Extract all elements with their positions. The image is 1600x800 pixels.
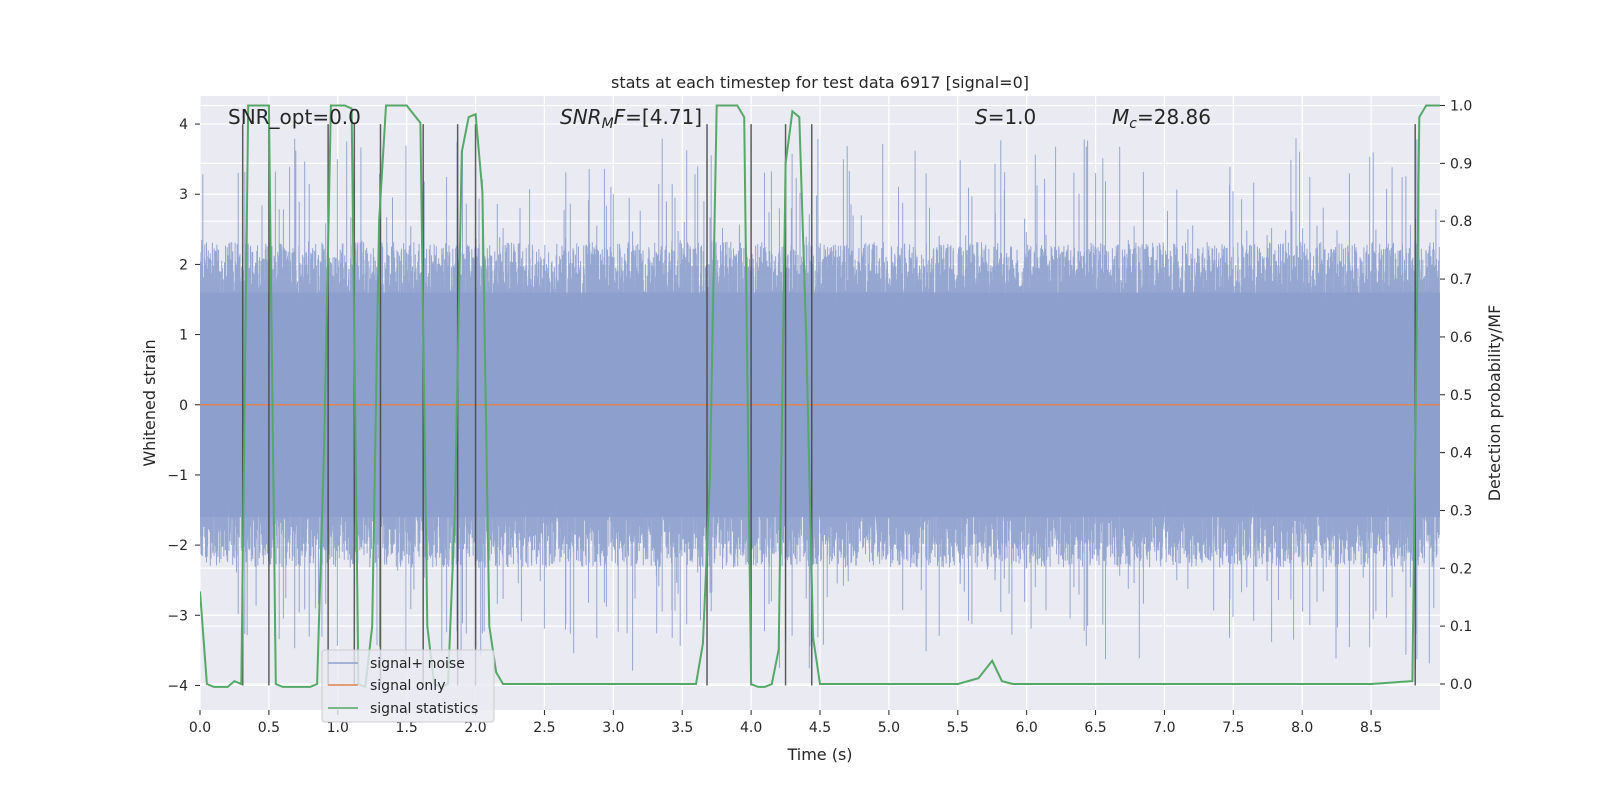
y2-tick-label: 0.0 xyxy=(1450,677,1472,693)
y2-tick-label: 0.7 xyxy=(1450,272,1472,288)
y2-axis-ticks: 0.0 0.1 0.2 0.3 0.4 0.5 0.6 0.7 0.8 0.9 1.0 xyxy=(1440,99,1472,693)
y-tick-label: −1 xyxy=(167,468,188,484)
signal-statistics-line xyxy=(200,104,1440,689)
x-tick-label: 0.5 xyxy=(258,720,280,736)
x-tick-label: 7.0 xyxy=(1153,720,1175,736)
annotation-snr-opt: SNR_opt=0.0 xyxy=(228,105,361,129)
x-axis-label: Time (s) xyxy=(786,745,852,764)
y2-tick-label: 0.2 xyxy=(1450,561,1472,577)
annotation-mc: Mc=28.86 xyxy=(1112,105,1211,132)
x-tick-label: 8.0 xyxy=(1291,720,1313,736)
y2-tick-label: 0.5 xyxy=(1450,388,1472,404)
x-tick-label: 8.5 xyxy=(1360,720,1382,736)
legend: signal+ noise signal only signal statist… xyxy=(321,649,495,723)
y-tick-label: −4 xyxy=(167,678,188,694)
x-axis-ticks: 0.0 0.5 1.0 1.5 2.0 2.5 3.0 3.5 4.0 4.5 5.0 5.5 6.0 6… xyxy=(189,710,1382,736)
x-tick-label: 6.5 xyxy=(1084,720,1106,736)
x-tick-label: 3.5 xyxy=(671,720,693,736)
y2-tick-label: 1.0 xyxy=(1450,99,1472,115)
y-tick-label: −3 xyxy=(167,608,188,624)
annotation-s-stat: S=1.0 xyxy=(975,105,1036,129)
x-tick-label: 1.5 xyxy=(396,720,418,736)
y-tick-label: −2 xyxy=(167,538,188,554)
x-tick-label: 2.0 xyxy=(464,720,486,736)
x-tick-label: 4.0 xyxy=(740,720,762,736)
chart-title: stats at each timestep for test data 691… xyxy=(611,73,1029,92)
signal-statistics-series xyxy=(200,104,1440,689)
x-tick-label: 3.0 xyxy=(602,720,624,736)
x-tick-label: 4.5 xyxy=(809,720,831,736)
legend-label-signal-noise: signal+ noise xyxy=(370,656,465,672)
y2-tick-label: 0.4 xyxy=(1450,446,1472,462)
x-tick-label: 0.0 xyxy=(189,720,211,736)
x-tick-label: 5.0 xyxy=(878,720,900,736)
legend-label-signal-statistics: signal statistics xyxy=(370,701,478,717)
y2-tick-label: 0.9 xyxy=(1450,156,1472,172)
x-tick-label: 1.0 xyxy=(327,720,349,736)
y-tick-label: 0 xyxy=(179,398,188,414)
y-tick-label: 3 xyxy=(179,187,188,203)
x-tick-label: 6.0 xyxy=(1016,720,1038,736)
y-tick-label: 4 xyxy=(179,117,188,133)
y-tick-label: 2 xyxy=(179,257,188,273)
x-tick-label: 5.5 xyxy=(947,720,969,736)
y2-tick-label: 0.8 xyxy=(1450,214,1472,230)
y-axis-ticks: −4 −3 −2 −1 0 1 2 3 4 xyxy=(167,117,200,694)
y2-tick-label: 0.6 xyxy=(1450,330,1472,346)
legend-frame xyxy=(321,649,495,723)
y-tick-label: 1 xyxy=(179,328,188,344)
y2-tick-label: 0.3 xyxy=(1450,503,1472,519)
y2-tick-label: 0.1 xyxy=(1450,619,1472,635)
x-tick-label: 2.5 xyxy=(533,720,555,736)
y2-axis-label: Detection probability/MF xyxy=(1485,305,1504,502)
y-axis-label: Whitened strain xyxy=(140,339,159,466)
x-tick-label: 7.5 xyxy=(1222,720,1244,736)
legend-label-signal-only: signal only xyxy=(370,678,445,694)
annotation-snr-mf: SNRMF=[4.71] xyxy=(560,105,702,132)
